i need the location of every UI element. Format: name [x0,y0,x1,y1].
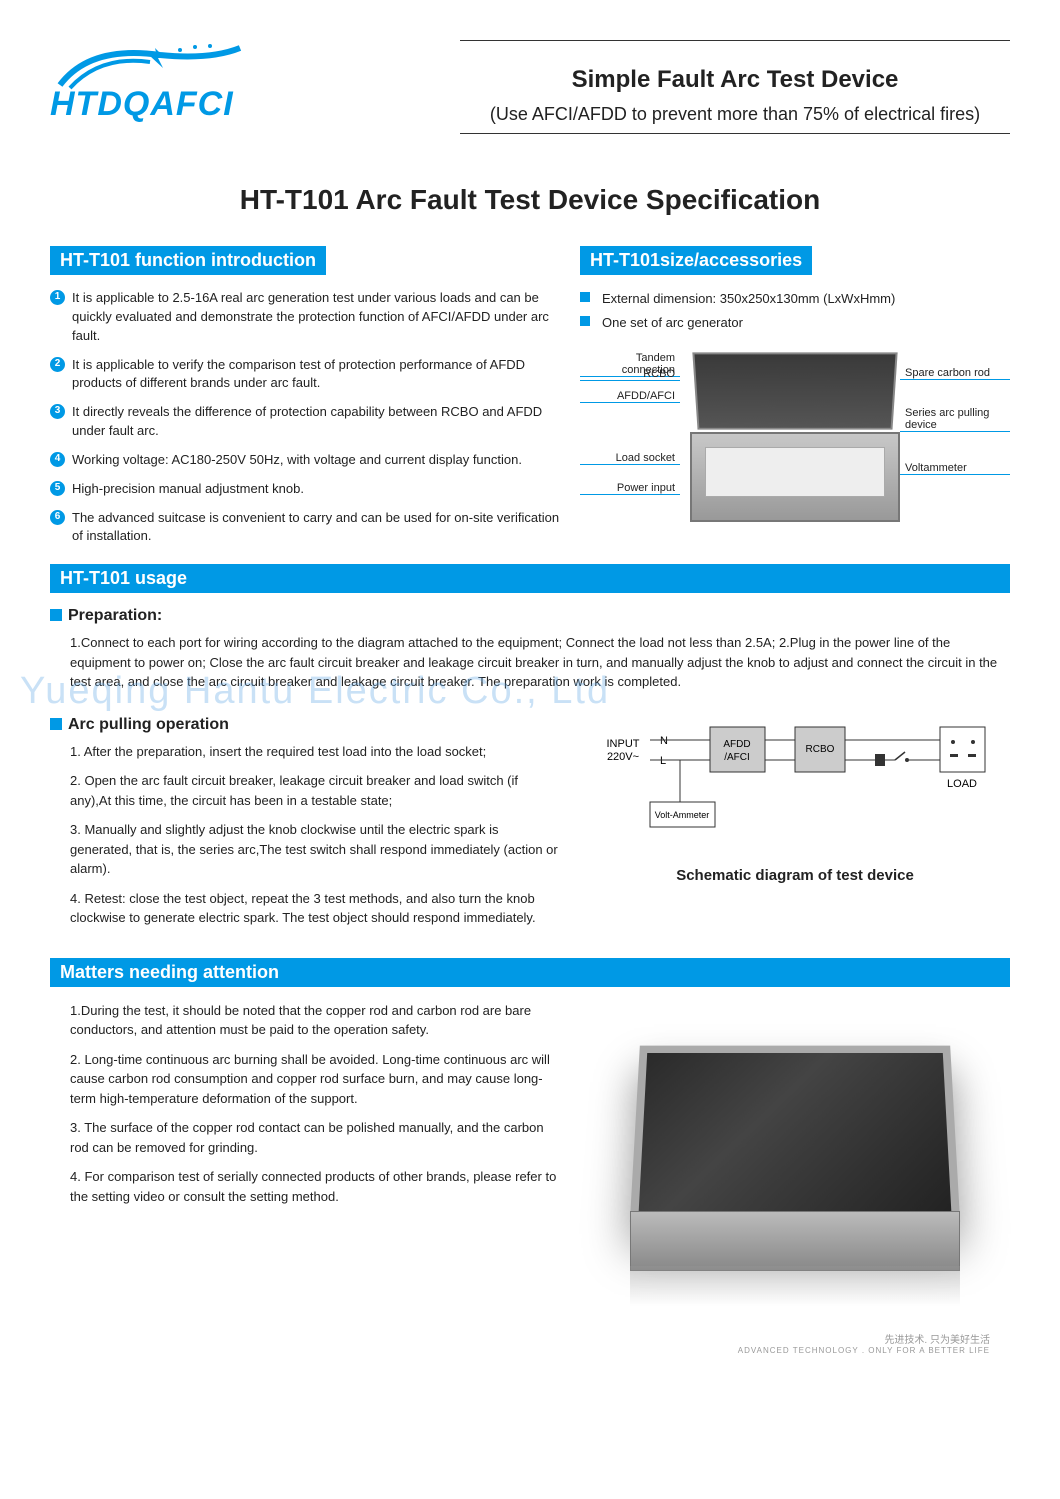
arc-step: 4. Retest: close the test object, repeat… [70,889,560,928]
badge-icon: 1 [50,290,65,305]
badge-icon: 6 [50,510,65,525]
section-size-title: HT-T101size/accessories [580,246,812,275]
svg-text:/AFCI: /AFCI [724,752,750,763]
intro-item: It directly reveals the difference of pr… [72,404,542,438]
size-item: One set of arc generator [602,315,743,330]
suitcase-closed-image [620,1031,970,1291]
label-power-input: Power input [580,482,680,495]
label-afdd: AFDD/AFCI [580,390,680,403]
intro-list: 1 It is applicable to 2.5-16A real arc ge… [50,289,560,546]
svg-text:AFDD: AFDD [723,739,750,750]
intro-item: Working voltage: AC180-250V 50Hz, with v… [72,452,522,467]
matters-item: 1.During the test, it should be noted th… [70,1001,560,1040]
badge-icon: 5 [50,481,65,496]
badge-icon: 3 [50,404,65,419]
arc-steps-list: 1. After the preparation, insert the req… [50,742,560,928]
svg-text:RCBO: RCBO [806,744,835,755]
schematic-diagram: INPUT 220V~ N L AFDD /AFCI RCBO [580,712,1010,884]
square-bullet-icon [580,292,590,302]
section-matters-title: Matters needing attention [50,958,1010,987]
label-spare-rod: Spare carbon rod [900,367,1010,380]
matters-item: 3. The surface of the copper rod contact… [70,1118,560,1157]
header-subtitle: (Use AFCI/AFDD to prevent more than 75% … [460,104,1010,134]
matters-list: 1.During the test, it should be noted th… [50,1001,560,1207]
logo-swoosh-icon [50,40,250,90]
svg-text:L: L [660,755,666,767]
footer-en: ADVANCED TECHNOLOGY . ONLY FOR A BETTER … [50,1346,990,1355]
size-list: External dimension: 350x250x130mm (LxWxH… [580,289,1010,332]
badge-icon: 2 [50,357,65,372]
intro-item: High-precision manual adjustment knob. [72,481,304,496]
header-title: Simple Fault Arc Test Device [460,66,1010,94]
footer-cn: 先进技术. 只为美好生活 [50,1331,990,1346]
matters-item: 4. For comparison test of serially conne… [70,1167,560,1206]
arc-step: 3. Manually and slightly adjust the knob… [70,820,560,879]
section-intro-title: HT-T101 function introduction [50,246,326,275]
section-usage-title: HT-T101 usage [50,564,1010,593]
arc-step: 1. After the preparation, insert the req… [70,742,560,762]
footer: 先进技术. 只为美好生活 ADVANCED TECHNOLOGY . ONLY … [50,1331,1010,1355]
schematic-caption: Schematic diagram of test device [580,867,1010,884]
arc-heading: Arc pulling operation [50,716,560,734]
label-series-arc: Series arc pulling device [900,407,1010,432]
logo: HTDQAFCI [50,40,430,124]
header: HTDQAFCI Simple Fault Arc Test Device (U… [50,40,1010,134]
square-bullet-icon [580,316,590,326]
svg-text:LOAD: LOAD [947,778,977,790]
svg-text:INPUT: INPUT [607,738,640,750]
intro-item: It is applicable to verify the compariso… [72,357,525,391]
label-voltammeter: Voltammeter [900,462,1010,475]
intro-item: The advanced suitcase is convenient to c… [72,510,559,544]
matters-item: 2. Long-time continuous arc burning shal… [70,1050,560,1109]
square-bullet-icon [50,718,62,730]
prep-heading: Preparation: [50,607,1010,625]
logo-text: HTDQAFCI [50,85,430,124]
label-rcbo: RCBO [580,368,680,381]
svg-text:220V~: 220V~ [607,751,639,763]
intro-item: It is applicable to 2.5-16A real arc gen… [72,290,549,343]
prep-text: 1.Connect to each port for wiring accord… [50,633,1010,692]
svg-text:N: N [660,735,668,747]
label-load-socket: Load socket [580,452,680,465]
arc-step: 2. Open the arc fault circuit breaker, l… [70,771,560,810]
svg-text:Volt-Ammeter: Volt-Ammeter [655,810,710,820]
badge-icon: 4 [50,452,65,467]
square-bullet-icon [50,609,62,621]
main-title: HT-T101 Arc Fault Test Device Specificat… [50,184,1010,216]
size-item: External dimension: 350x250x130mm (LxWxH… [602,291,895,306]
device-open-diagram: Tandem connection RCBO AFDD/AFCI Load so… [580,352,1010,522]
